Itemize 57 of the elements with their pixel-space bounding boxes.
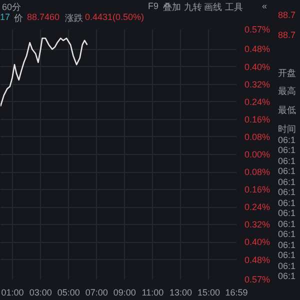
text: 画线 [204, 1, 222, 14]
text: F9 [148, 1, 159, 11]
y-tick-label: 0.08% [244, 167, 270, 178]
line-series [0, 38, 88, 107]
text: 06:1 [278, 198, 296, 208]
text: 06:1 [278, 240, 296, 250]
y-tick-label: 0.32% [244, 220, 270, 230]
text: 价 [14, 12, 23, 25]
x-tick-label: 07:00 [85, 288, 108, 298]
text: 88.7460 [27, 12, 60, 22]
text: 06:1 [278, 156, 296, 166]
text: 06:1 [278, 208, 296, 218]
text: 涨跌 [65, 12, 83, 25]
x-tick-label: 01:00 [1, 288, 24, 298]
y-tick-label: 0.16% [244, 114, 270, 124]
text: 06:1 [278, 271, 296, 281]
text: 叠加 [163, 1, 181, 14]
y-tick-label: 0.24% [244, 96, 270, 107]
y-tick-label: 0.00% [244, 150, 270, 160]
text: 88.7 [278, 30, 296, 40]
y-tick-label: 0.08% [244, 132, 270, 142]
x-tick-label: 11:00 [142, 288, 164, 298]
text: 06:1 [278, 145, 296, 155]
y-tick-label: 0.16% [244, 184, 270, 195]
text: 最低 [278, 104, 296, 117]
text: 06:1 [278, 250, 296, 260]
y-tick-label: 0.57% [244, 24, 270, 34]
text: 最高 [278, 85, 296, 98]
x-tick-label: 09:00 [113, 288, 136, 298]
y-tick-label: 0.24% [244, 202, 270, 212]
text: 17 [0, 12, 10, 22]
y-tick-label: 0.57% [244, 274, 270, 284]
text: 06:1 [278, 187, 296, 197]
text: 60分 [2, 1, 22, 14]
text: 九转 [184, 1, 202, 14]
text: « [262, 1, 268, 11]
text: 06:1 [278, 219, 296, 229]
text: 工具 [225, 1, 243, 14]
y-tick-label: 0.40% [244, 237, 270, 248]
y-tick-label: 0.48% [244, 254, 270, 265]
text: 06:1 [278, 166, 296, 176]
x-tick-label: 13:00 [169, 288, 192, 298]
text: 06:1 [278, 135, 296, 145]
text: 88.7 [278, 10, 296, 20]
x-tick-label: 16:59 [225, 288, 248, 298]
text: 时间 [278, 123, 296, 136]
x-tick-label: 15:00 [197, 288, 220, 298]
text: 0.4431(0.50%) [85, 12, 144, 22]
text: 06:1 [278, 177, 296, 187]
y-tick-label: 0.40% [244, 62, 270, 72]
text: 06:1 [278, 261, 296, 271]
y-tick-label: 0.32% [244, 79, 270, 90]
y-tick-label: 0.48% [244, 44, 270, 54]
x-tick-label: 03:00 [29, 288, 52, 298]
x-tick-label: 05:00 [57, 288, 80, 298]
text: 开盘 [278, 67, 296, 80]
text: 06:1 [278, 229, 296, 239]
